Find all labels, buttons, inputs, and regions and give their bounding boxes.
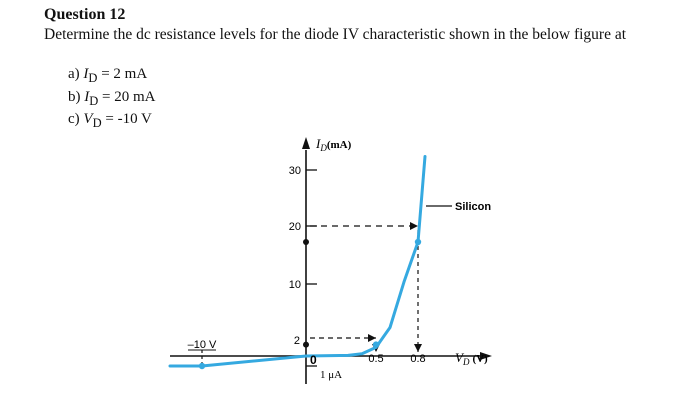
guide-arrow-20 (410, 222, 418, 230)
x-axis-label: VD (V) (455, 350, 488, 367)
x-axis-arrow (480, 352, 492, 360)
highlighted-point-1 (414, 238, 422, 246)
part-b: b) ID = 20 mA (68, 88, 156, 108)
x-tick-label-origin: 0 (310, 353, 317, 367)
silicon-label: Silicon (455, 201, 491, 213)
y-axis-arrow (302, 137, 310, 149)
y-tick-label-20: 20 (289, 221, 301, 233)
reverse-current-label: 1 μA (320, 369, 342, 381)
x-tick-label-0.5: 0.5 (368, 353, 383, 365)
guide-arrow-2 (368, 334, 376, 342)
x-tick-label-0.8: 0.8 (410, 353, 425, 365)
part-c: c) VD = -10 V (68, 111, 152, 130)
question-text: Determine the dc resistance levels for t… (44, 26, 627, 43)
question-title: Question 12 (44, 6, 126, 23)
highlighted-point-0 (372, 341, 380, 348)
y-tick-label-10: 10 (289, 279, 301, 291)
y-tick-label-2: 2 (294, 335, 300, 347)
y-axis-dot-2 (303, 341, 309, 348)
y-axis-dot-20 (303, 239, 309, 245)
question-parts: a) ID = 2 mA b) ID = 20 mA c) VD = -10 V (68, 65, 156, 133)
neg-voltage-label: –10 V (188, 339, 217, 351)
highlighted-point-2 (198, 362, 206, 370)
silicon-curve (168, 155, 427, 368)
guide-arrow-08 (414, 344, 422, 352)
y-tick-label-30: 30 (289, 165, 301, 177)
part-a: a) ID = 2 mA (68, 66, 148, 85)
y-axis-label: ID(mA) (315, 136, 352, 153)
